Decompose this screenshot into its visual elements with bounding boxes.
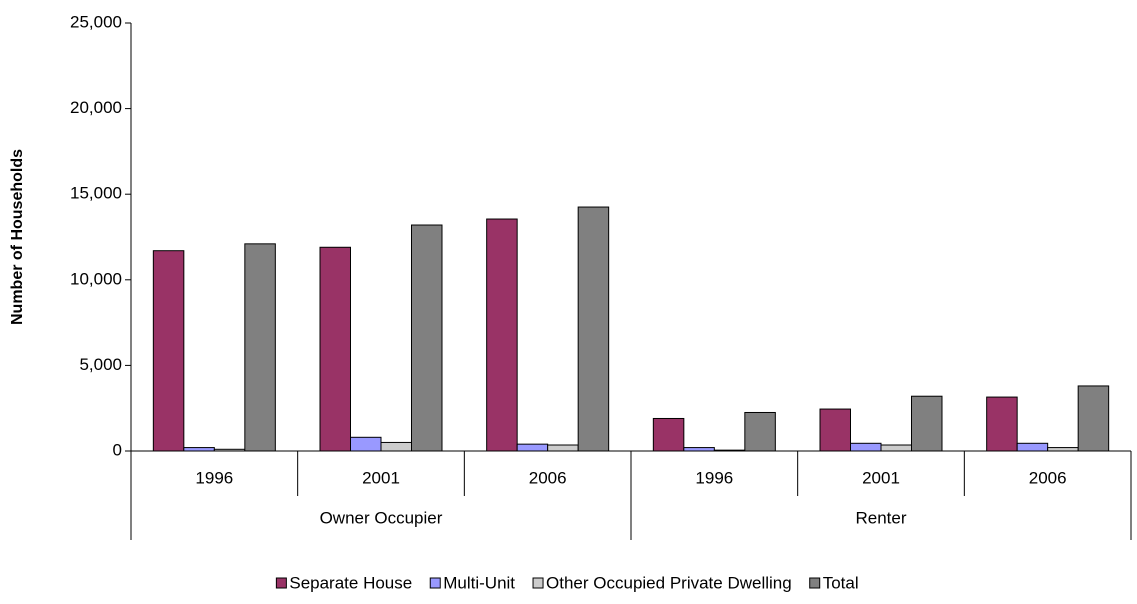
bar bbox=[319, 246, 351, 452]
bar bbox=[1016, 442, 1049, 452]
x-tick-label: 2006 bbox=[529, 468, 567, 487]
bar bbox=[744, 411, 776, 452]
bar bbox=[380, 441, 412, 452]
group-label: Renter bbox=[855, 508, 906, 527]
bar bbox=[350, 436, 382, 452]
bar bbox=[713, 449, 746, 452]
bar bbox=[213, 448, 246, 452]
y-tick-label: 20,000 bbox=[70, 98, 122, 117]
bar bbox=[1077, 385, 1110, 452]
bar bbox=[819, 408, 851, 452]
legend-swatch bbox=[429, 577, 441, 589]
bar bbox=[516, 443, 549, 452]
bar bbox=[850, 442, 882, 452]
bar bbox=[486, 218, 518, 452]
bar bbox=[547, 444, 579, 452]
y-tick-label: 15,000 bbox=[70, 184, 122, 203]
x-tick-label: 2006 bbox=[1029, 468, 1067, 487]
bar bbox=[577, 206, 610, 452]
legend-label: Separate House bbox=[289, 573, 412, 592]
legend-swatch bbox=[275, 577, 287, 589]
bar bbox=[652, 417, 685, 452]
y-tick-label: 25,000 bbox=[70, 12, 122, 31]
x-tick-label: 2001 bbox=[362, 468, 400, 487]
bar bbox=[1047, 447, 1079, 452]
legend-swatch bbox=[809, 577, 821, 589]
bar bbox=[911, 395, 943, 452]
bar bbox=[411, 224, 443, 452]
legend-swatch bbox=[532, 577, 544, 589]
y-axis-label: Number of Households bbox=[9, 149, 26, 325]
y-tick-label: 5,000 bbox=[79, 355, 122, 374]
legend-label: Total bbox=[823, 573, 859, 592]
bar bbox=[183, 447, 215, 452]
x-tick-label: 1996 bbox=[195, 468, 233, 487]
group-label: Owner Occupier bbox=[320, 508, 443, 527]
bar bbox=[244, 243, 276, 452]
x-tick-label: 2001 bbox=[862, 468, 900, 487]
y-tick-label: 10,000 bbox=[70, 269, 122, 288]
bar bbox=[152, 250, 185, 452]
y-tick-label: 0 bbox=[113, 440, 122, 459]
bar bbox=[683, 447, 715, 452]
x-tick-label: 1996 bbox=[695, 468, 733, 487]
bar bbox=[880, 444, 912, 452]
legend-label: Other Occupied Private Dwelling bbox=[546, 573, 792, 592]
bar bbox=[986, 396, 1018, 452]
legend-label: Multi-Unit bbox=[443, 573, 515, 592]
